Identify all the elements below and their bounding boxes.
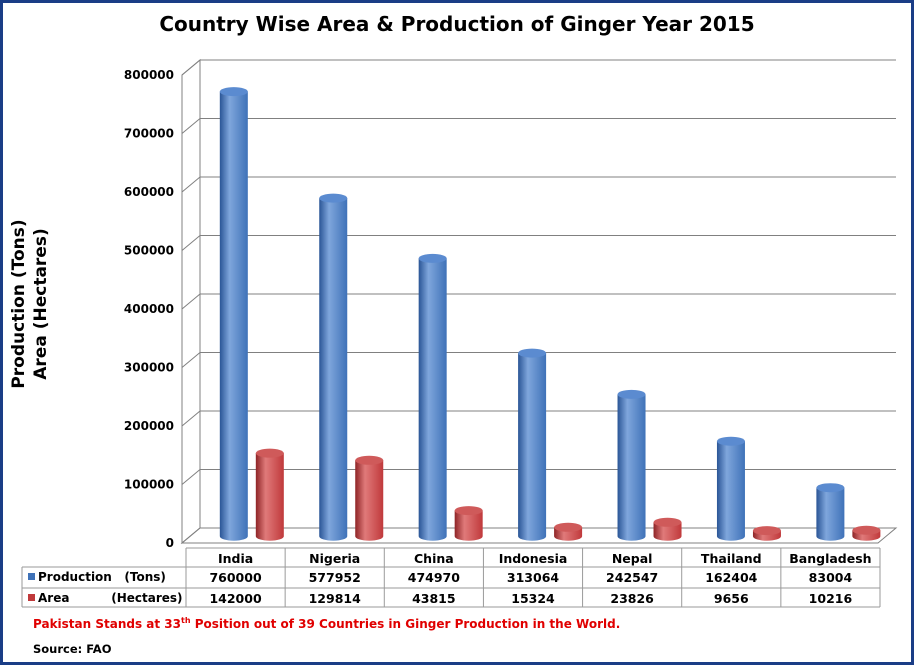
production-bar-cap bbox=[319, 193, 348, 203]
production-bar bbox=[617, 389, 646, 541]
legend-label: Area (Hectares) bbox=[38, 591, 183, 605]
area-bar bbox=[554, 522, 583, 541]
legend-key bbox=[28, 573, 35, 580]
production-bar bbox=[518, 348, 547, 541]
area-bar-cap bbox=[653, 517, 682, 527]
area-bar bbox=[355, 455, 384, 541]
production-bar-body bbox=[617, 394, 646, 541]
gridline-side bbox=[181, 293, 201, 310]
production-bar-body bbox=[716, 441, 745, 541]
gridline-side bbox=[181, 118, 201, 134]
production-bar-cap bbox=[816, 483, 845, 493]
data-table-value: 15324 bbox=[511, 591, 555, 606]
area-bar-cap bbox=[355, 455, 384, 465]
data-table-value: 9656 bbox=[714, 591, 749, 606]
y-tick-label: 100000 bbox=[124, 478, 174, 492]
area-bar bbox=[255, 448, 284, 541]
production-bar bbox=[219, 87, 248, 541]
data-table-value: 313064 bbox=[507, 570, 559, 585]
data-table-value: 83004 bbox=[809, 570, 853, 585]
production-bar-cap bbox=[617, 389, 646, 399]
production-bar-body bbox=[219, 91, 248, 541]
production-bar-cap bbox=[219, 87, 248, 97]
category-label: India bbox=[218, 551, 253, 566]
chart-title: Country Wise Area & Production of Ginger… bbox=[159, 12, 755, 36]
gridline-side bbox=[181, 59, 201, 76]
y-tick-label: 500000 bbox=[124, 244, 174, 258]
y-tick-label: 700000 bbox=[124, 127, 174, 141]
data-table-value: 43815 bbox=[412, 591, 456, 606]
area-bar bbox=[852, 525, 881, 541]
area-bar-cap bbox=[852, 525, 881, 535]
footnote-text-end: Position out of 39 Countries in Ginger P… bbox=[190, 617, 621, 631]
area-bar-body bbox=[454, 510, 483, 541]
area-bar bbox=[752, 526, 781, 541]
y-tick-label: 0 bbox=[166, 536, 174, 550]
category-label: China bbox=[414, 551, 454, 566]
gridline-side bbox=[181, 176, 201, 193]
data-table-value: 242547 bbox=[606, 570, 658, 585]
production-bar-body bbox=[816, 487, 845, 541]
production-bar bbox=[418, 253, 447, 541]
production-bar-cap bbox=[518, 348, 547, 358]
footnote: Pakistan Stands at 33th Position out of … bbox=[33, 616, 620, 631]
production-bar-body bbox=[418, 258, 447, 541]
production-bar-body bbox=[518, 353, 547, 541]
area-bar bbox=[454, 506, 483, 541]
y-tick-label: 600000 bbox=[124, 185, 174, 199]
data-table-value: 577952 bbox=[309, 570, 361, 585]
gridline-side bbox=[181, 527, 201, 544]
area-bar-cap bbox=[752, 526, 781, 536]
category-label: Nepal bbox=[612, 551, 653, 566]
gridline-side bbox=[181, 469, 201, 485]
data-table-value: 129814 bbox=[309, 591, 361, 606]
data-table-value: 474970 bbox=[408, 570, 460, 585]
production-bar-cap bbox=[418, 253, 447, 263]
data-table-value: 10216 bbox=[809, 591, 853, 606]
gridline-side bbox=[181, 235, 201, 251]
data-table-value: 760000 bbox=[209, 570, 261, 585]
category-label: Nigeria bbox=[309, 551, 360, 566]
production-bar bbox=[816, 483, 845, 541]
production-bar-body bbox=[319, 198, 348, 541]
area-bar-body bbox=[355, 460, 384, 541]
area-bar-body bbox=[653, 522, 682, 541]
area-bar-cap bbox=[255, 448, 284, 458]
category-label: Thailand bbox=[701, 551, 762, 566]
area-bar bbox=[653, 517, 682, 541]
footnote-superscript: th bbox=[181, 616, 191, 625]
category-label: Bangladesh bbox=[789, 551, 871, 566]
y-tick-label: 800000 bbox=[124, 68, 174, 82]
source-label: Source: FAO bbox=[33, 642, 112, 656]
area-bar-body bbox=[255, 453, 284, 541]
y-tick-label: 300000 bbox=[124, 361, 174, 375]
y-tick-label: 200000 bbox=[124, 419, 174, 433]
legend-label: Production (Tons) bbox=[38, 570, 166, 584]
area-bar-cap bbox=[454, 506, 483, 516]
category-label: Indonesia bbox=[499, 551, 568, 566]
production-bar bbox=[716, 436, 745, 541]
area-bar-cap bbox=[554, 522, 583, 532]
production-bar bbox=[319, 193, 348, 541]
data-table-value: 162404 bbox=[705, 570, 757, 585]
data-table-value: 23826 bbox=[610, 591, 654, 606]
gridline-side bbox=[181, 410, 201, 427]
production-bar-cap bbox=[716, 436, 745, 446]
legend-key bbox=[28, 594, 35, 601]
footnote-text: Pakistan Stands at 33 bbox=[33, 617, 182, 631]
y-tick-label: 400000 bbox=[124, 302, 174, 316]
data-table-value: 142000 bbox=[209, 591, 261, 606]
gridline-side bbox=[181, 352, 201, 368]
